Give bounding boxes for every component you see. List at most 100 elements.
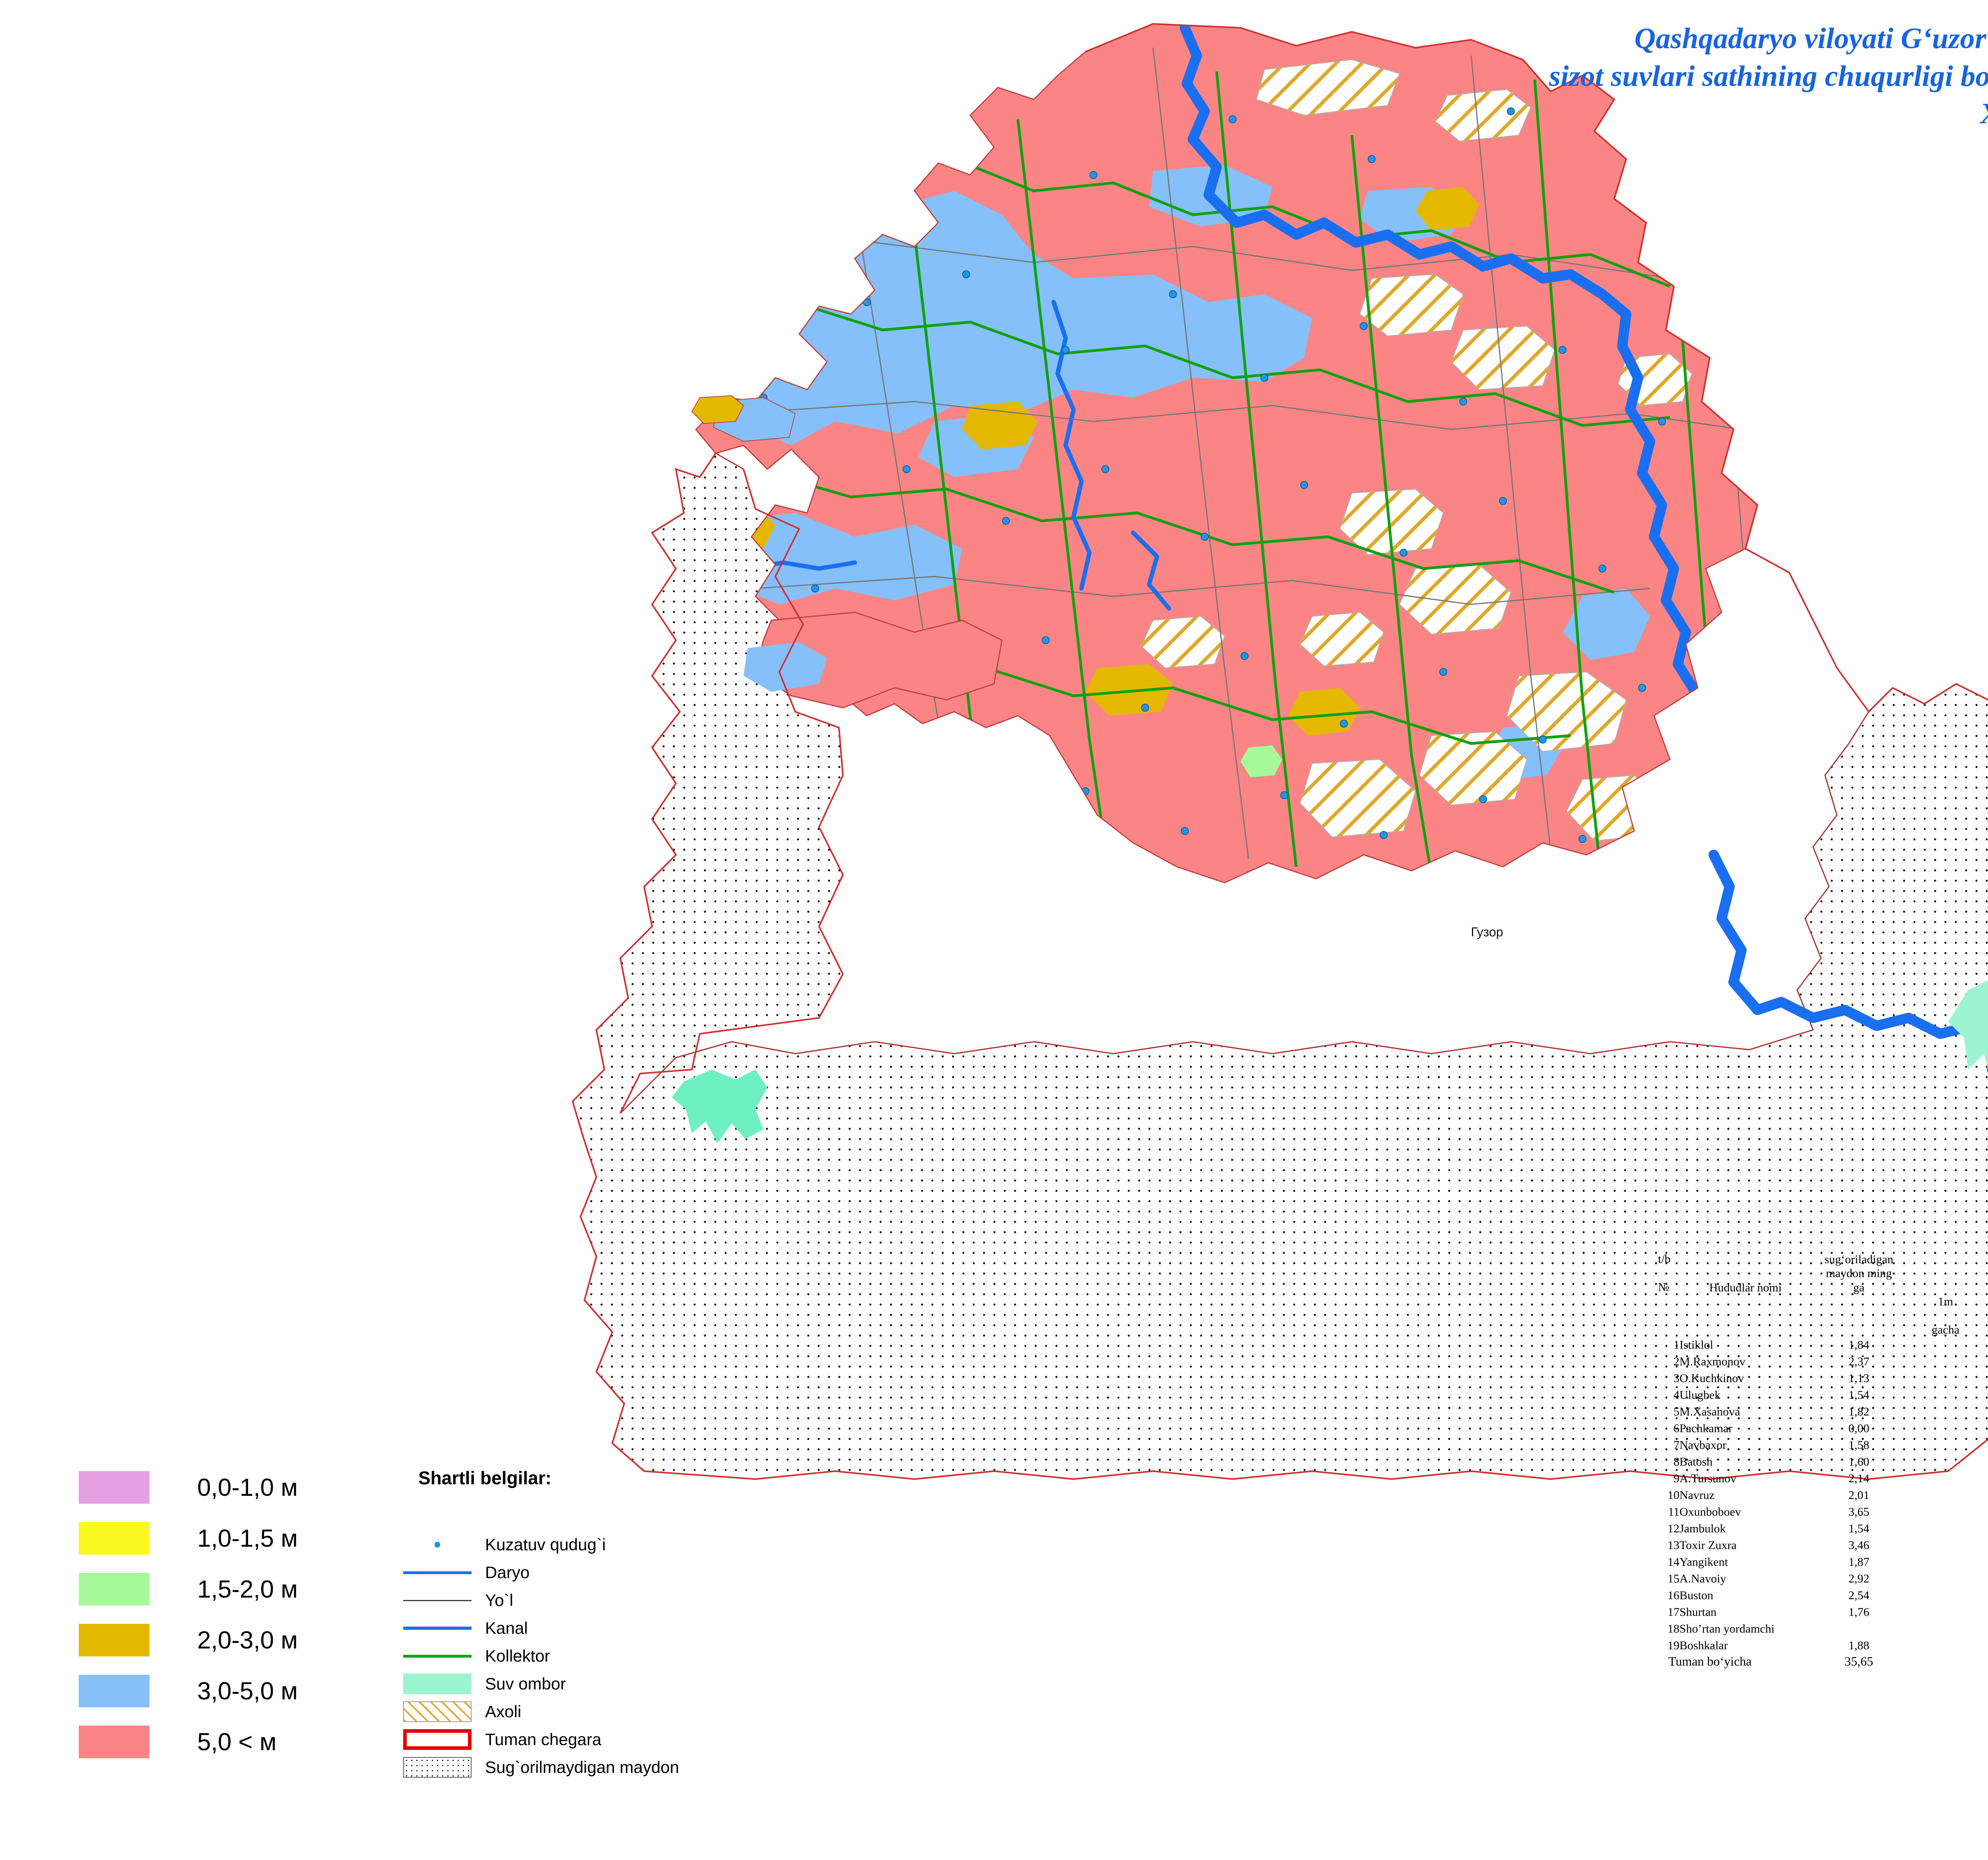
canal-line-icon [398,1617,477,1640]
cell-d0 [1906,1604,1985,1621]
river-line-icon [398,1561,477,1584]
cell-d0 [1906,1337,1985,1353]
cell-total-d0 [1906,1654,1985,1669]
symbol-label-well: Kuzatuv qudug`i [485,1535,606,1554]
cell-d0 [1906,1387,1985,1404]
cell-d0 [1906,1454,1985,1470]
western-irrigated-arm [744,612,1003,709]
symbol-label-collector: Kollektor [485,1646,550,1665]
depth-swatch-gt5 [79,1726,149,1758]
cell-d0 [1906,1520,1985,1537]
cell-area: 3,65 [1848,1505,1870,1519]
page-title: Qashqadaryo viloyati G‘uzor tumanida sug… [1495,20,1988,133]
cell-name: Boshkalar [1679,1639,1728,1652]
depth-label-gt5: 5,0 < м [197,1728,277,1756]
symbol-legend-item-non-irrigated: Sug`orilmaydigan maydon [398,1756,835,1779]
cell-name: M.Xasanova [1679,1405,1740,1419]
cell-no: 8 [1673,1455,1679,1469]
cell-d1 [1985,1370,1988,1387]
symbol-label-district-border: Tuman chegara [485,1730,602,1749]
title-line-3: XARITASI [1495,95,1988,133]
cell-d0 [1906,1621,1985,1637]
depth-swatch-0-1 [79,1471,149,1504]
cell-d1 [1985,1504,1988,1520]
cell-area: 1,87 [1848,1555,1870,1569]
cell-no: 19 [1667,1639,1679,1652]
header-area-line1: sug‘oriladigan [1824,1253,1893,1266]
symbol-legend-item-river: Daryo [398,1561,835,1584]
cell-d0 [1906,1437,1985,1454]
cell-area: 1,54 [1848,1522,1870,1536]
symbol-legend-item-collector: Kollektor [398,1644,835,1668]
cell-no: 2 [1673,1355,1679,1369]
header-tb: t/b [1658,1252,1671,1266]
cell-d0 [1906,1404,1985,1420]
cell-d1 [1985,1454,1988,1470]
depth-legend-item: 3,0-5,0 м [79,1675,357,1707]
cell-d1 [1985,1387,1988,1404]
title-line-1: Qashqadaryo viloyati G‘uzor tumanida sug… [1634,22,1988,55]
cell-d1 [1985,1337,1988,1353]
cell-d1 [1985,1487,1988,1504]
cell-area: 2,92 [1848,1572,1870,1586]
header-spacer-g [1658,1309,1679,1337]
observation-well-icon [398,1533,477,1556]
cell-name: Batosh [1679,1455,1713,1469]
cell-area: 2,54 [1848,1589,1870,1602]
road-line-icon [398,1589,477,1612]
header-spacer-h [1679,1309,1811,1337]
cell-d0 [1906,1353,1985,1370]
header-depth-group-line3: (ming gektar) [1906,1281,1988,1295]
cell-name: Pachkamar [1679,1422,1733,1435]
symbol-legend-item-reservoir: Suv ombor [398,1672,835,1695]
cell-no: 6 [1673,1422,1679,1435]
cell-name: Yangikent [1679,1555,1728,1569]
symbol-label-non-irrigated: Sug`orilmaydigan maydon [485,1758,679,1777]
cell-no: 9 [1673,1472,1679,1485]
depth-swatch-3-5 [79,1675,149,1707]
header-area-line3: ga [1853,1281,1865,1294]
cell-d1 [1985,1637,1988,1654]
symbol-label-settlement: Axoli [485,1702,522,1721]
cell-d1 [1985,1420,1988,1437]
cell-name: A.Navoiy [1679,1572,1726,1586]
cell-d0 [1906,1554,1985,1571]
cell-name: Ulugbek [1679,1388,1721,1402]
symbol-legend-item-road: Yo`l [398,1589,835,1612]
header-spacer-i [1811,1309,1906,1337]
symbol-label-river: Daryo [485,1563,530,1582]
cell-area: 1,84 [1848,1338,1870,1352]
cell-name: Sho’rtan yordamchi [1679,1622,1775,1636]
cell-no: 17 [1667,1606,1679,1619]
header-name: Hududlar nomi [1709,1281,1782,1294]
district-boundary [571,23,1988,1480]
cell-area: 1,54 [1848,1388,1870,1402]
header-depth-1-label: .1-1.5 [1985,1309,1988,1337]
cell-d0 [1906,1370,1985,1387]
cell-name: Navruz [1679,1489,1715,1502]
symbol-legend-item-canal: Kanal [398,1617,835,1640]
depth-legend-item: 5,0 < м [79,1726,357,1758]
cell-d0 [1906,1571,1985,1587]
cell-name: Jambulok [1679,1522,1726,1536]
cell-name: Buston [1679,1589,1713,1602]
cell-no: 12 [1667,1522,1679,1536]
symbol-legend-item-well: Kuzatuv qudug`i [398,1533,835,1556]
cell-area: 1,58 [1848,1439,1870,1452]
cell-d1 [1985,1604,1988,1621]
depth-zone-3-5 [724,187,1312,445]
cell-area: 1,88 [1848,1639,1870,1652]
cell-name: O.Kuchkinov [1679,1372,1744,1385]
summary-table: t/b sug‘oriladigan sug‘oriladigan maydon… [1658,1252,1988,1669]
header-depth-1 [1985,1295,1988,1309]
cell-no: 11 [1668,1505,1679,1519]
observation-wells [744,107,1666,843]
cell-no: 5 [1673,1405,1679,1419]
